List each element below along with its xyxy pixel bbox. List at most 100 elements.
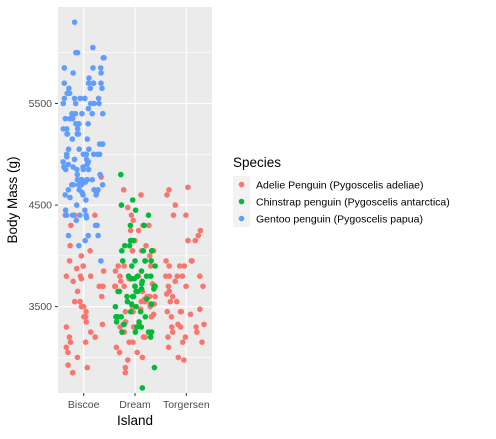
data-point xyxy=(183,283,189,290)
data-point xyxy=(129,263,135,269)
data-point xyxy=(148,273,154,280)
data-point xyxy=(185,237,191,244)
data-point xyxy=(73,217,80,224)
data-point xyxy=(182,334,189,340)
data-point xyxy=(83,308,89,315)
data-point xyxy=(134,324,140,330)
y-tick-label: 4500 xyxy=(29,200,53,212)
data-point xyxy=(89,110,95,117)
y-axis: 3500 4500 5500 xyxy=(29,98,58,313)
data-point xyxy=(90,151,97,158)
data-point xyxy=(140,334,147,340)
data-point xyxy=(71,19,78,26)
data-point xyxy=(139,385,146,391)
data-point xyxy=(94,222,100,229)
data-point xyxy=(121,283,127,290)
data-point xyxy=(65,187,72,193)
data-point xyxy=(92,212,98,218)
data-point xyxy=(143,242,149,249)
data-point xyxy=(98,80,104,86)
data-point xyxy=(100,268,107,274)
data-points xyxy=(60,19,207,391)
data-point xyxy=(115,288,121,295)
data-point xyxy=(126,242,133,249)
data-point xyxy=(61,80,68,86)
data-point xyxy=(120,187,127,193)
data-point xyxy=(152,263,158,269)
data-point xyxy=(90,80,96,86)
data-point xyxy=(73,202,80,208)
data-point xyxy=(69,212,76,218)
data-point xyxy=(185,184,191,191)
data-point xyxy=(179,273,186,280)
data-point xyxy=(139,278,146,285)
data-point xyxy=(62,166,69,173)
data-point xyxy=(81,95,88,102)
data-point xyxy=(68,222,74,229)
data-point xyxy=(91,100,97,107)
data-point xyxy=(133,303,139,310)
x-axis: Biscoe Dream Torgersen xyxy=(68,393,210,411)
legend: Species Adelie Penguin (Pygoscelis adeli… xyxy=(233,155,450,227)
data-point xyxy=(189,258,195,264)
data-point xyxy=(73,49,79,56)
data-point xyxy=(112,268,119,274)
data-point xyxy=(73,265,80,272)
data-point xyxy=(71,156,78,163)
data-point xyxy=(168,314,175,320)
data-point xyxy=(175,354,182,361)
data-point xyxy=(62,115,69,122)
data-point xyxy=(148,301,155,307)
data-point xyxy=(71,95,78,102)
data-point xyxy=(177,324,184,330)
data-point xyxy=(174,298,180,305)
data-point xyxy=(76,242,82,249)
data-point xyxy=(165,344,172,351)
data-point xyxy=(98,293,105,300)
data-point xyxy=(138,324,145,330)
data-point xyxy=(60,159,66,165)
data-point xyxy=(99,85,105,92)
data-point xyxy=(121,263,127,269)
data-point xyxy=(94,151,101,158)
data-point xyxy=(87,273,94,280)
data-point xyxy=(97,65,104,71)
x-tick-label: Biscoe xyxy=(68,399,100,411)
data-point xyxy=(83,215,90,221)
data-point xyxy=(144,296,150,302)
data-point xyxy=(85,159,92,165)
data-point xyxy=(86,146,92,152)
data-point xyxy=(127,308,134,315)
data-point xyxy=(127,237,134,244)
data-point xyxy=(78,303,85,310)
data-point xyxy=(145,212,152,218)
data-point xyxy=(85,121,91,127)
data-point xyxy=(70,70,76,76)
legend-key-marker xyxy=(238,198,245,205)
data-point xyxy=(87,85,94,92)
data-point xyxy=(95,187,101,193)
data-point xyxy=(74,354,81,361)
data-point xyxy=(166,187,172,193)
data-point xyxy=(148,263,154,269)
data-point xyxy=(187,311,194,318)
data-point xyxy=(87,248,93,254)
data-point xyxy=(174,273,181,280)
data-point xyxy=(122,364,129,371)
data-point xyxy=(134,349,140,356)
data-point xyxy=(65,349,71,356)
data-point xyxy=(142,258,148,264)
data-point xyxy=(77,95,83,102)
data-point xyxy=(170,212,177,218)
data-point xyxy=(118,314,124,320)
data-point xyxy=(169,324,175,330)
data-point xyxy=(132,329,139,335)
data-point xyxy=(163,291,170,297)
data-point xyxy=(176,263,183,269)
data-point xyxy=(86,75,92,81)
data-point xyxy=(146,222,152,229)
data-point xyxy=(193,324,199,330)
data-point xyxy=(167,298,174,305)
data-point xyxy=(112,283,118,290)
data-point xyxy=(67,194,73,201)
